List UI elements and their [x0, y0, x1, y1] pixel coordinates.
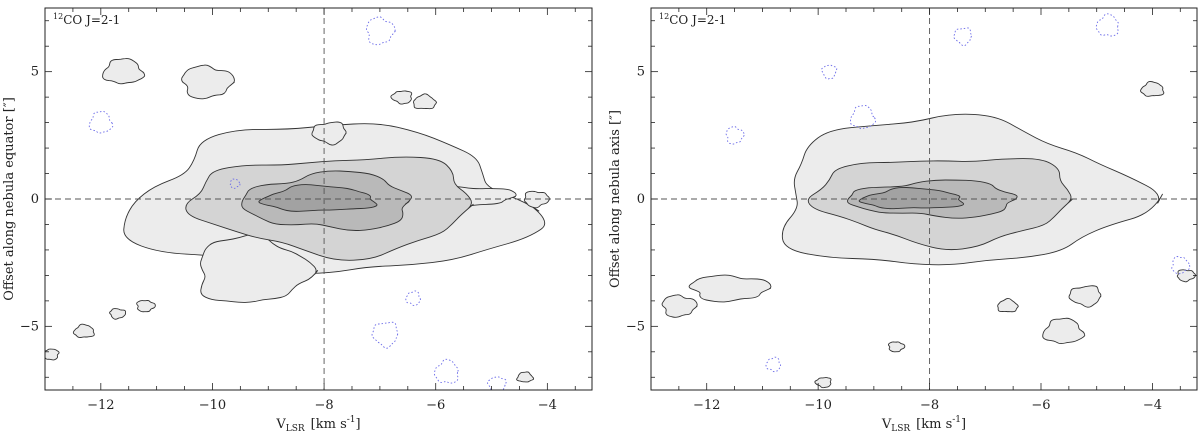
x-axis-label-main: V — [881, 417, 892, 432]
x-axis-label-unit: [km s — [311, 417, 347, 432]
x-tick-label: −12 — [87, 398, 114, 413]
contour-island — [1140, 80, 1165, 97]
x-tick-label: −4 — [1143, 398, 1162, 413]
contour-island — [814, 377, 832, 389]
panel-label-main: CO J=2-1 — [63, 13, 120, 27]
contour-island — [311, 121, 347, 146]
negative-contour — [725, 125, 745, 145]
contour-island — [887, 341, 906, 353]
negative-contour — [371, 321, 399, 349]
negative-contour — [1171, 256, 1191, 275]
y-axis-label: Offset along nebula axis [″] — [608, 110, 623, 288]
contour-island — [390, 90, 413, 105]
negative-contour — [229, 178, 241, 189]
plot-area — [661, 13, 1197, 389]
y-tick-label: −5 — [626, 319, 645, 334]
y-tick-label: −5 — [20, 319, 39, 334]
x-axis-label-unit-end: ] — [961, 417, 966, 432]
contour-island — [516, 371, 535, 383]
y-tick-label: 5 — [31, 65, 39, 80]
negative-contour — [433, 358, 459, 384]
y-axis-label: Offset along nebula equator [″] — [2, 97, 17, 301]
panel-equator: −12 −10 −8 −6 −4 −5 0 5 12CO J=2-1 VLSR [km s-1] Of… — [2, 7, 593, 434]
contour-island — [102, 58, 146, 85]
negative-contour — [366, 16, 396, 46]
plot-area — [45, 16, 551, 390]
x-axis-label-subscript: LSR — [891, 424, 910, 434]
panel-label: 12CO J=2-1 — [53, 12, 120, 27]
negative-contour — [88, 110, 114, 134]
x-tick-label: −6 — [426, 398, 445, 413]
x-tick-label: −6 — [1031, 398, 1050, 413]
contour-level-4 — [858, 186, 965, 210]
negative-contour — [405, 290, 421, 306]
panel-label-superscript: 12 — [53, 12, 63, 21]
panel-label-superscript: 12 — [659, 12, 669, 21]
x-tick-label: −8 — [314, 398, 333, 413]
negative-contour — [487, 376, 507, 390]
contour-island — [45, 348, 60, 361]
panel-axis: −12 −10 −8 −6 −4 −5 0 5 12CO J=2-1 VLSR [km s-1] Of… — [608, 7, 1198, 434]
x-tick-label: −4 — [538, 398, 557, 413]
x-axis-label-unit-superscript: -1 — [952, 415, 961, 425]
negative-contour — [820, 64, 838, 80]
contour-island — [181, 64, 235, 100]
x-tick-label: −12 — [693, 398, 720, 413]
x-axis-label: VLSR [km s-1] — [275, 415, 360, 434]
negative-contour — [1095, 13, 1119, 37]
x-tick-label: −10 — [199, 398, 226, 413]
contour-level-4 — [258, 184, 378, 212]
panel-label: 12CO J=2-1 — [659, 12, 726, 27]
contour-island — [1068, 285, 1102, 308]
contour-island — [661, 294, 698, 318]
negative-contour — [953, 27, 972, 47]
contour-island — [1176, 269, 1197, 283]
x-axis-label-subscript: LSR — [286, 424, 305, 434]
x-tick-label: −10 — [804, 398, 831, 413]
contour-island — [1042, 317, 1086, 345]
contour-island — [413, 93, 438, 110]
negative-contour — [849, 105, 877, 130]
contour-level-1 — [200, 234, 319, 303]
contour-level-1 — [688, 274, 772, 303]
contour-island — [72, 323, 95, 339]
contour-island — [109, 308, 127, 320]
x-axis-label: VLSR [km s-1] — [881, 415, 966, 434]
x-axis-label-unit-superscript: -1 — [347, 415, 356, 425]
x-axis-label-main: V — [275, 417, 286, 432]
x-tick-label: −8 — [920, 398, 939, 413]
contour-island — [136, 300, 156, 313]
x-axis-label-unit: [km s — [916, 417, 952, 432]
x-axis-label-unit-end: ] — [356, 417, 361, 432]
contour-island — [523, 190, 551, 209]
contour-island — [997, 297, 1019, 313]
y-tick-label: 0 — [31, 192, 39, 207]
y-tick-label: 5 — [637, 65, 645, 80]
y-tick-label: 0 — [637, 192, 645, 207]
panel-label-main: CO J=2-1 — [669, 13, 726, 27]
negative-contour — [765, 356, 782, 373]
